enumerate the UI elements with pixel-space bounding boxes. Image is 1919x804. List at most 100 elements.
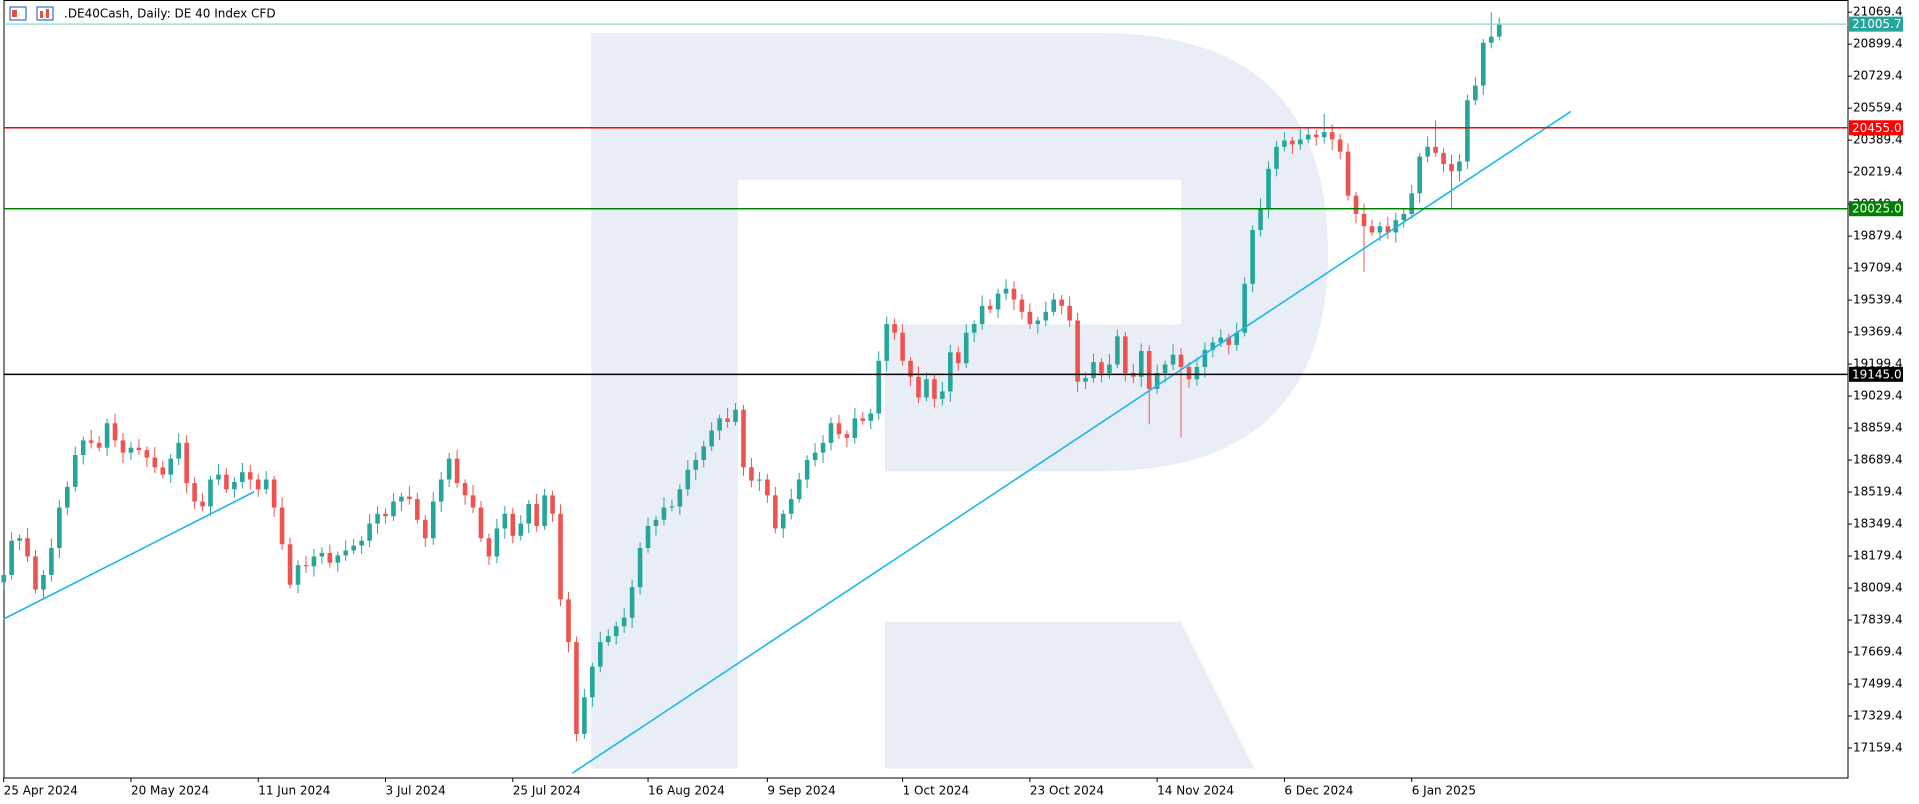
candle-body [1465, 100, 1470, 162]
candle-body [677, 489, 683, 507]
y-tick-label: 21069.4 [1853, 5, 1903, 19]
y-tick-label: 17669.4 [1853, 645, 1903, 659]
candle-body [136, 447, 142, 451]
candle-body [558, 513, 563, 600]
y-tick-label: 20729.4 [1853, 69, 1903, 83]
candle-body [1449, 163, 1454, 172]
y-tick-label: 17499.4 [1853, 677, 1903, 691]
x-tick-label: 23 Oct 2024 [1030, 784, 1104, 798]
candle-body [550, 495, 555, 514]
candle-body [1242, 283, 1247, 333]
candle-body [335, 555, 341, 563]
icon-chart-mark [40, 11, 43, 18]
candle-body [1099, 362, 1104, 374]
candle-body [1481, 42, 1486, 86]
icon-list-mark [12, 10, 17, 17]
candle-body [1321, 132, 1327, 138]
candle-body [733, 409, 738, 422]
candle-body [1003, 288, 1009, 294]
y-tick-label: 20219.4 [1853, 165, 1903, 179]
candle-body [597, 642, 603, 667]
candle-body [1210, 342, 1216, 350]
candle-body [1035, 320, 1041, 325]
candle-body [351, 545, 356, 551]
candles [1, 12, 1502, 742]
candle-body [311, 556, 317, 567]
x-tick-label: 6 Dec 2024 [1284, 784, 1353, 798]
candle-body [446, 458, 452, 480]
candle-body [65, 486, 70, 508]
candle-body [1393, 220, 1399, 233]
trendline [572, 110, 1572, 774]
candle-body [757, 479, 762, 481]
candle-body [1170, 354, 1176, 365]
candle-body [741, 409, 746, 468]
candle-body [1202, 349, 1208, 367]
candle-body [995, 293, 1001, 310]
level-badge [1849, 366, 1903, 382]
candle-body [1218, 337, 1224, 343]
candle-body [1091, 362, 1096, 379]
candle-body [104, 423, 110, 448]
candle-body [271, 479, 277, 508]
candle-body [422, 519, 428, 539]
candle-body [804, 459, 810, 480]
candle-body [415, 499, 420, 520]
candle-body [820, 442, 826, 453]
candle-body [1226, 337, 1232, 345]
y-tick-label: 18859.4 [1853, 421, 1903, 435]
level-badge [1849, 120, 1903, 136]
candle-body [1377, 226, 1383, 233]
candle-body [574, 642, 579, 734]
candle-body [359, 540, 364, 546]
icon-chart [36, 6, 54, 21]
y-tick-label: 17329.4 [1853, 709, 1903, 723]
candle-body [717, 418, 722, 431]
candle-body [9, 540, 14, 575]
candle-body [924, 379, 929, 398]
candle-body [33, 556, 38, 590]
candle-body [685, 469, 691, 490]
candle-body [661, 507, 667, 520]
candle-body [1075, 320, 1080, 382]
candle-body [279, 507, 285, 545]
level-label: 20025.0 [1852, 202, 1902, 216]
x-tick-label: 14 Nov 2024 [1157, 784, 1234, 798]
candle-body [72, 455, 78, 487]
trendline [3, 491, 255, 620]
candle-body [41, 574, 46, 590]
candle-body [494, 528, 500, 557]
candle-body [1401, 213, 1407, 221]
candle-body [1361, 213, 1367, 227]
y-tick-label: 20899.4 [1853, 37, 1903, 51]
candle-body [430, 501, 436, 539]
y-tick-label: 19879.4 [1853, 229, 1903, 243]
candle-body [1305, 134, 1311, 140]
candle-body [1146, 350, 1152, 389]
y-tick-label: 18179.4 [1853, 549, 1903, 563]
candle-body [534, 503, 539, 527]
candle-body [1123, 336, 1128, 374]
candle-body [1266, 168, 1271, 208]
candle-body [709, 430, 714, 447]
candle-body [1496, 24, 1502, 37]
y-tick-label: 18349.4 [1853, 517, 1903, 531]
candle-body [399, 496, 404, 502]
candle-body [812, 452, 818, 460]
candle-body [343, 550, 349, 556]
candle-body [96, 442, 102, 448]
candle-body [765, 479, 770, 496]
candle-body [391, 501, 396, 517]
candle-body [637, 548, 643, 588]
candle-body [788, 499, 794, 514]
candle-body [247, 472, 253, 480]
candle-body [176, 442, 181, 459]
candle-body [470, 495, 476, 508]
candle-body [963, 332, 969, 364]
candle-body [852, 418, 858, 438]
candle-body [987, 305, 993, 310]
candle-body [263, 479, 269, 490]
candle-body [1433, 146, 1438, 153]
x-tick-label: 11 Jun 2024 [258, 784, 330, 798]
candle-body [1441, 152, 1446, 164]
